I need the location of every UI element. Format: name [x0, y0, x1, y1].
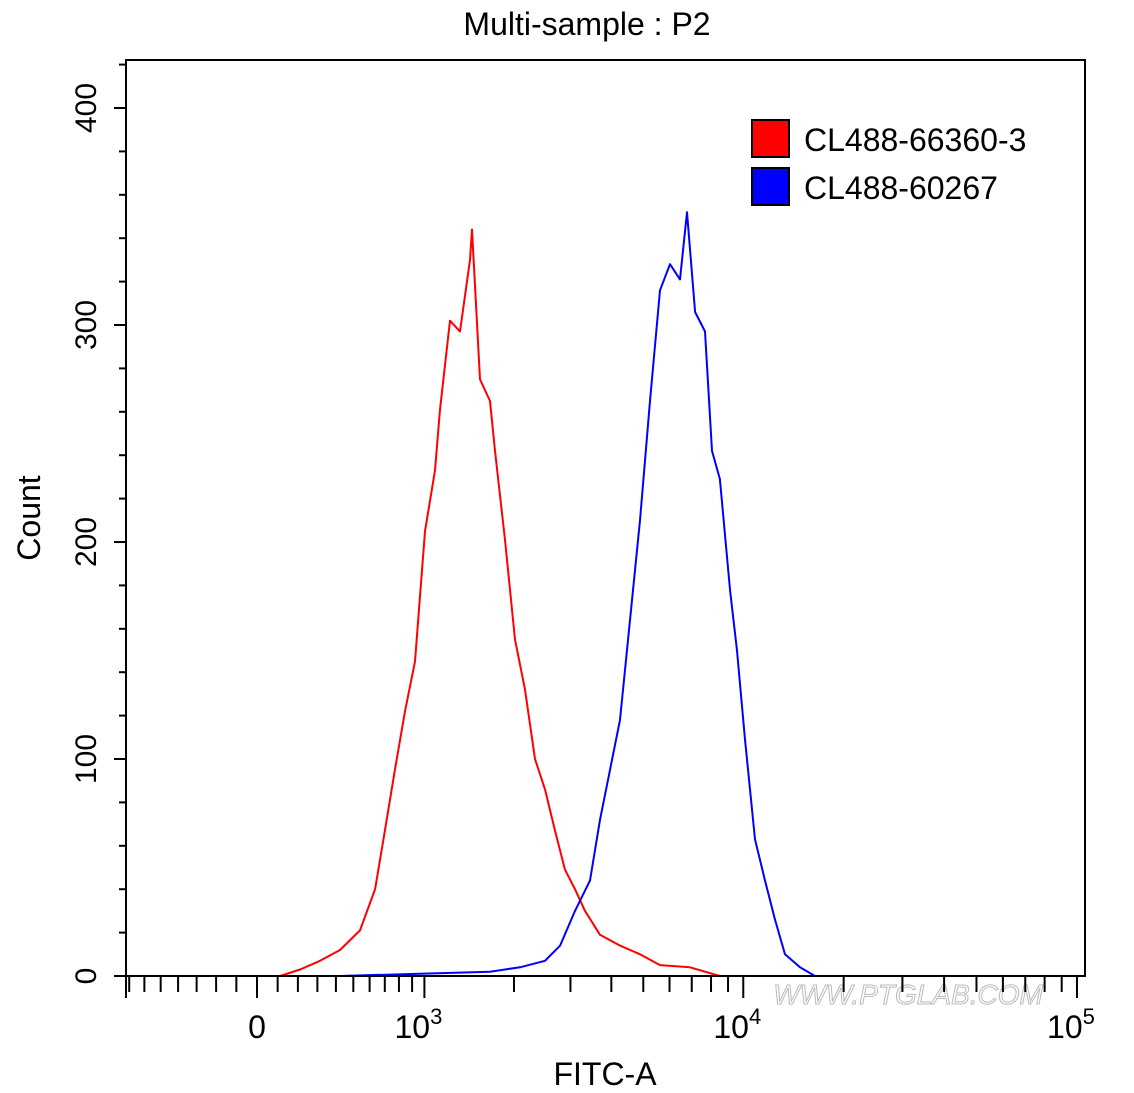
x-tick-base: 10 [394, 1009, 430, 1045]
series-1-point [729, 588, 731, 591]
x-tick-label: 105 [1047, 1004, 1095, 1045]
series-1-point [629, 619, 631, 621]
series-1-point [744, 738, 746, 741]
series-0-point [449, 319, 451, 322]
watermark: WWW.PTGLAB.COM [773, 979, 1043, 1010]
series-0-point [479, 378, 481, 381]
series-0-point [544, 788, 546, 791]
series-1-point [489, 970, 491, 973]
x-tick-exponent: 3 [430, 1004, 442, 1029]
series-1-point [774, 918, 776, 921]
x-tick-label: 0 [248, 1009, 266, 1045]
series-line-0 [279, 228, 721, 977]
plot-frame [125, 59, 1086, 977]
y-axis-label: Count [11, 475, 47, 561]
x-tick-label: 104 [713, 1004, 761, 1045]
x-tick-exponent: 4 [749, 1004, 761, 1029]
series-0-point [584, 910, 586, 912]
legend-label: CL488-66360-3 [804, 122, 1026, 158]
series-0-point [339, 949, 341, 951]
series-1-point [711, 450, 713, 452]
series-layer [279, 211, 816, 977]
series-1-point [754, 838, 756, 841]
legend-swatch [751, 119, 790, 158]
series-0-point [404, 710, 406, 713]
series-1-point [686, 211, 688, 213]
series-0-point [469, 259, 471, 261]
series-1-point [649, 400, 651, 402]
y-tick-label: 400 [70, 83, 103, 133]
series-1-point [609, 769, 611, 771]
series-0-point [374, 888, 376, 890]
series-0-point [299, 968, 301, 971]
series-line-1 [339, 211, 816, 977]
legend-swatch [751, 167, 790, 206]
series-0-point [494, 450, 496, 452]
series-1-point [639, 519, 641, 522]
series-0-point [319, 960, 321, 962]
x-axis-label: FITC-A [553, 1056, 657, 1092]
series-1-point [736, 649, 738, 652]
series-1-point [704, 330, 706, 333]
series-0-point [534, 758, 536, 760]
series-1-point [694, 311, 696, 313]
series-0-point [424, 530, 426, 532]
series-0-point [514, 638, 516, 641]
series-0-point [639, 953, 641, 956]
series-0-point [434, 469, 436, 472]
series-1-point [799, 966, 801, 969]
x-tick-base: 0 [248, 1009, 266, 1045]
y-tick-label: 300 [70, 300, 103, 350]
series-1-point [719, 478, 721, 480]
series-1-point [669, 263, 671, 266]
series-1-point [559, 944, 561, 947]
legend-label: CL488-60267 [804, 170, 998, 206]
series-0-point [394, 769, 396, 771]
series-1-point [619, 719, 621, 721]
series-0-point [689, 966, 691, 969]
y-tick-label: 100 [70, 734, 103, 784]
series-0-point [489, 400, 491, 402]
series-0-point [384, 829, 386, 832]
y-tick-label: 0 [70, 968, 103, 985]
series-0-point [504, 539, 506, 541]
series-1-point [544, 960, 546, 962]
chart-title: Multi-sample : P2 [463, 6, 710, 42]
x-tick-exponent: 5 [1083, 1004, 1095, 1029]
series-0-point [554, 829, 556, 832]
series-0-point [439, 408, 441, 411]
series-1-point [659, 289, 661, 292]
series-0-point [414, 660, 416, 663]
series-0-point [564, 868, 566, 871]
series-1-point [679, 278, 681, 281]
series-1-point [574, 910, 576, 912]
x-tick-base: 10 [1047, 1009, 1083, 1045]
series-1-point [599, 818, 601, 821]
series-0-point [471, 228, 473, 231]
series-1-point [764, 879, 766, 882]
series-1-point [784, 953, 786, 956]
legend: CL488-66360-3 CL488-60267 [751, 119, 1026, 206]
series-1-point [519, 966, 521, 969]
series-0-point [459, 330, 461, 333]
series-0-point [574, 888, 576, 890]
x-tick-base: 10 [713, 1009, 749, 1045]
series-1-point [589, 879, 591, 882]
x-tick-label: 103 [394, 1004, 442, 1045]
series-0-point [524, 688, 526, 691]
series-0-point [599, 933, 601, 936]
y-tick-label: 200 [70, 517, 103, 567]
series-0-point [659, 964, 661, 966]
series-0-point [619, 944, 621, 947]
series-0-point [359, 929, 361, 932]
